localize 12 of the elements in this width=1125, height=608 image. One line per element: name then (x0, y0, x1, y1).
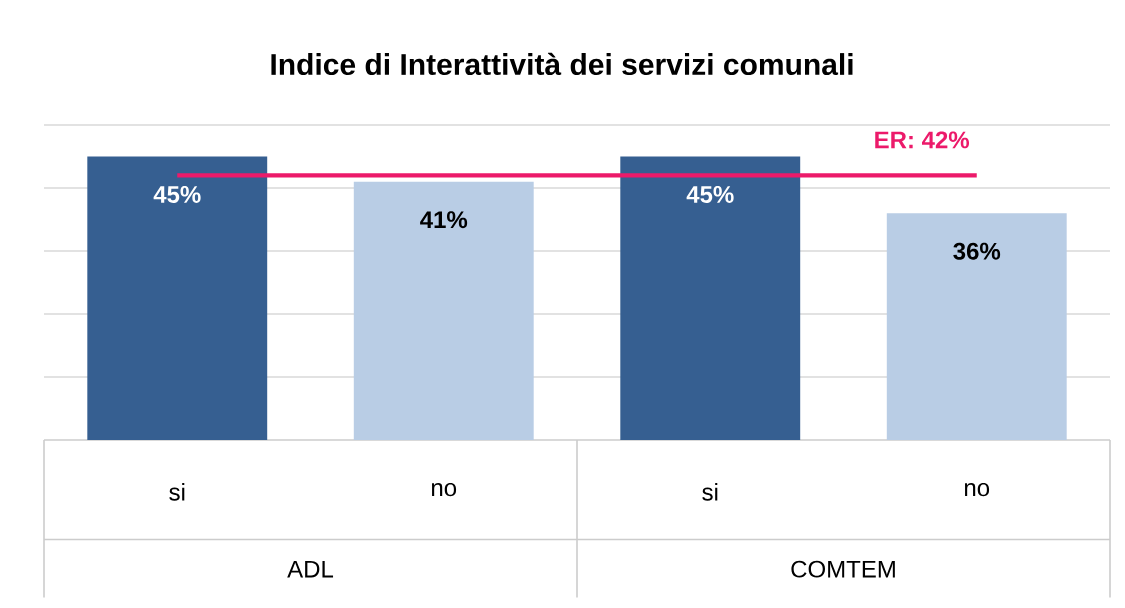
chart-title: Indice di Interattività dei servizi comunali (271, 52, 853, 76)
data-label: 45% (686, 186, 734, 203)
data-label: 36% (953, 242, 1001, 260)
ref-line-label: ER: 42% (875, 131, 970, 149)
data-label: 45% (153, 186, 201, 203)
x-tick-label: si (169, 483, 185, 501)
x-tick-label: si (702, 483, 718, 501)
x-tick-label: no (432, 483, 457, 497)
text: COMTEM (791, 560, 895, 578)
x-tick-label: no (965, 483, 990, 497)
text: ADL (287, 560, 334, 578)
data-label: 41% (420, 211, 468, 229)
